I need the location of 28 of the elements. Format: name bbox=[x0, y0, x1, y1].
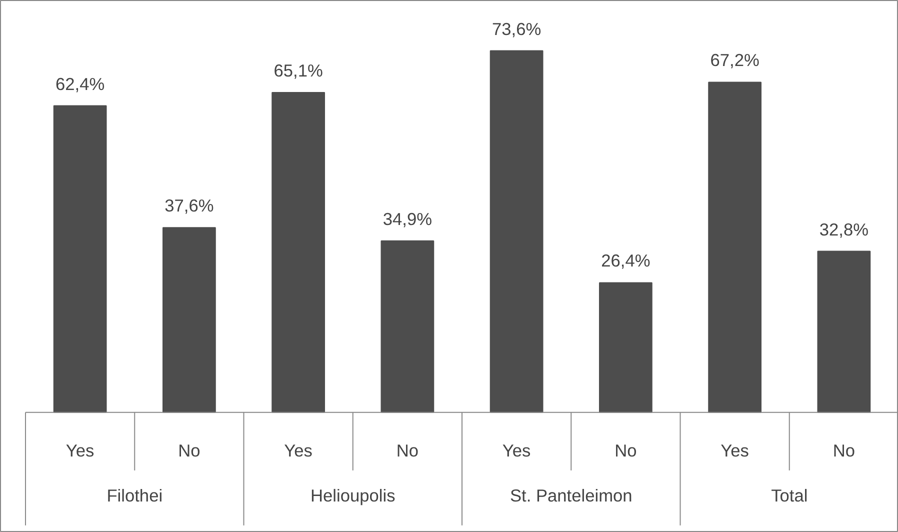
data-label: 62,4% bbox=[55, 74, 105, 94]
x-tick-label: No bbox=[178, 440, 200, 460]
bar bbox=[272, 92, 326, 413]
bar bbox=[817, 250, 871, 413]
data-label: 37,6% bbox=[164, 196, 214, 216]
data-label: 73,6% bbox=[492, 18, 542, 39]
bar bbox=[598, 282, 652, 413]
text: Total bbox=[771, 485, 808, 506]
data-label: 32,8% bbox=[819, 219, 869, 240]
x-tick-label: Yes bbox=[720, 440, 750, 460]
x-tick-label: Yes bbox=[66, 440, 95, 460]
x-tick-label: No bbox=[832, 440, 856, 460]
x-tick-label: Yes bbox=[502, 440, 532, 460]
x-tick-label: Yes bbox=[284, 440, 313, 460]
bar bbox=[53, 105, 107, 413]
bar bbox=[490, 50, 544, 413]
bar bbox=[380, 240, 434, 413]
bar bbox=[162, 227, 216, 413]
text: St. Panteleimon bbox=[510, 485, 632, 506]
x-tick-label: No bbox=[396, 440, 419, 460]
text: Filothei bbox=[106, 485, 163, 506]
text: Helioupolis bbox=[310, 485, 396, 506]
data-label: 65,1% bbox=[274, 60, 323, 81]
data-label: 26,4% bbox=[601, 250, 650, 271]
data-label: 34,9% bbox=[382, 208, 432, 229]
data-label: 67,2% bbox=[710, 50, 760, 70]
x-tick-label: No bbox=[614, 440, 637, 460]
bar bbox=[708, 82, 762, 413]
